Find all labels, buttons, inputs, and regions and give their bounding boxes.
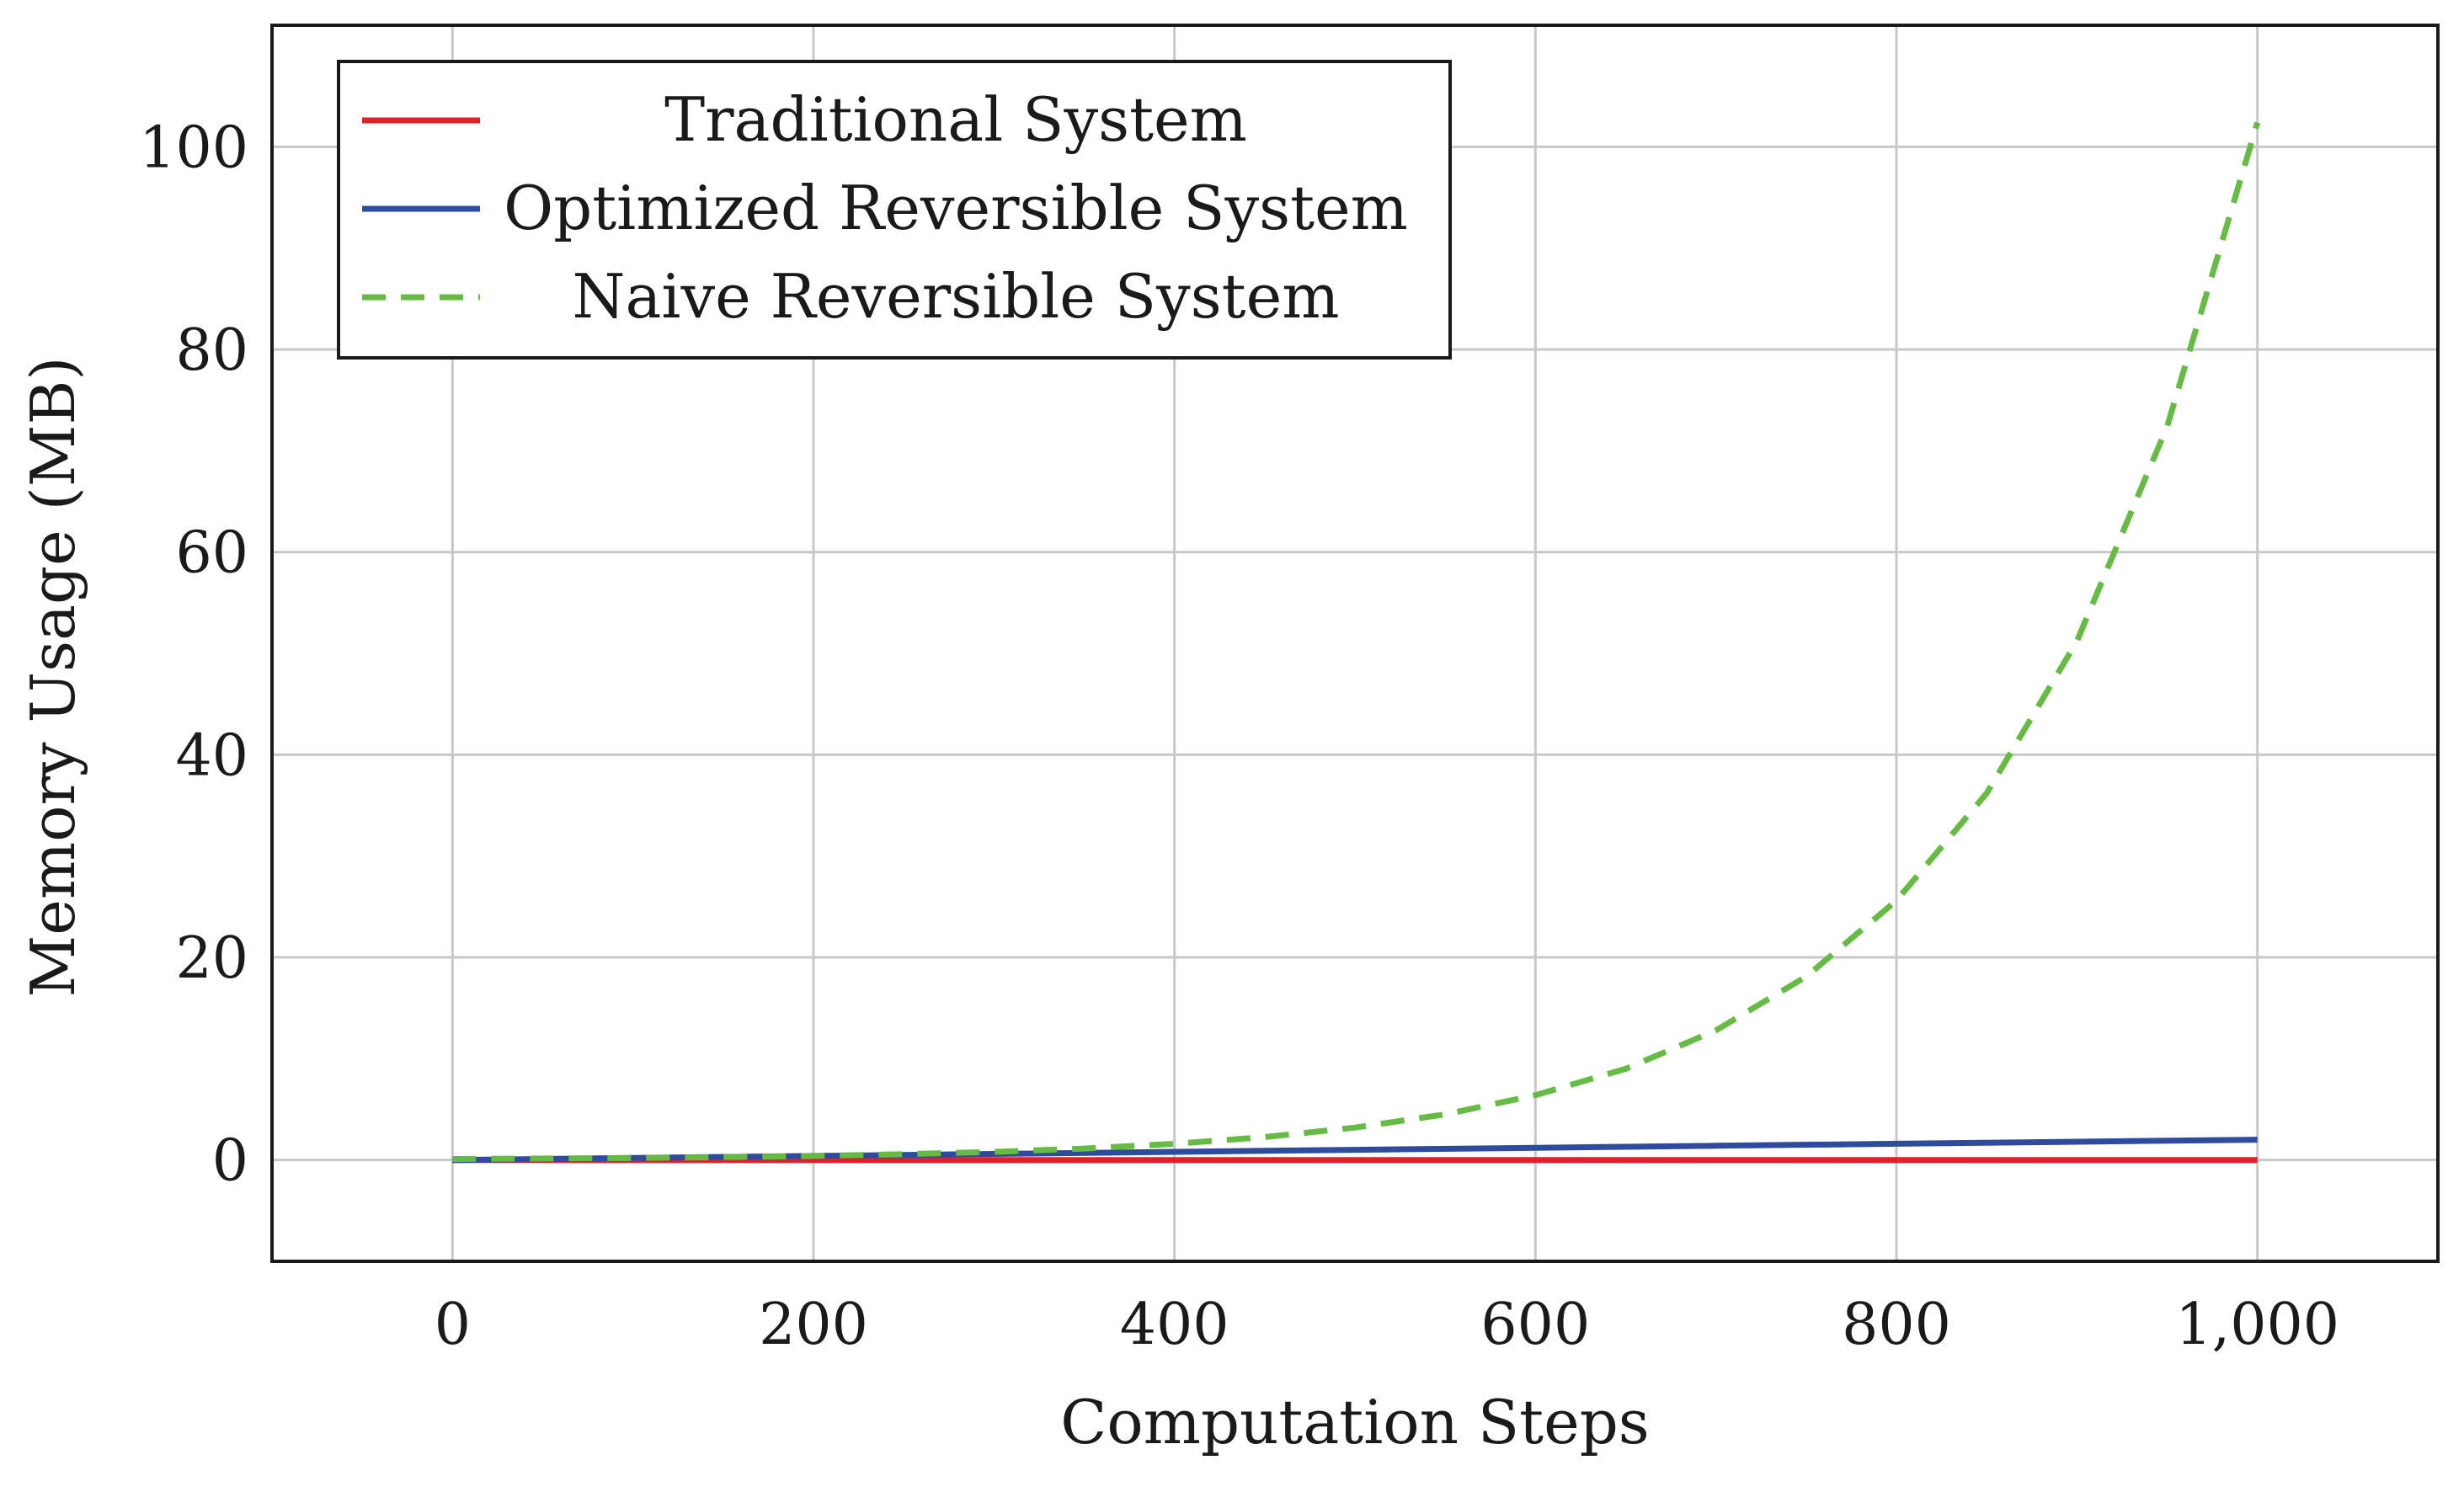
y-axis-label: Memory Usage (MB) (18, 357, 88, 998)
y-tick-label: 100 (139, 115, 248, 181)
x-tick-label: 200 (759, 1292, 868, 1358)
x-tick-label: 0 (435, 1292, 471, 1358)
series-line-optimized-reversible-system (452, 1137, 2258, 1164)
y-tick-label: 20 (175, 925, 248, 992)
plot-frame (270, 24, 2440, 1263)
series-line-naive-reversible-system (452, 121, 2261, 1162)
legend-label: Traditional System (664, 84, 1247, 155)
y-tick-label: 80 (175, 317, 248, 384)
legend-label: Optimized Reversible System (504, 173, 1408, 243)
y-tick-label: 60 (175, 520, 248, 587)
legend-box (337, 60, 1452, 360)
legend: Traditional System Optimized Reversible S… (337, 60, 1452, 360)
y-tick-label: 0 (212, 1128, 248, 1195)
x-axis-ticks: 0 200 400 600 800 1,000 (435, 1292, 2339, 1358)
x-tick-label: 400 (1120, 1292, 1229, 1358)
legend-label: Naive Reversible System (572, 261, 1339, 332)
y-tick-label: 40 (175, 722, 248, 789)
y-axis-ticks: 0 20 40 60 80 100 (139, 115, 248, 1194)
x-tick-label: 800 (1842, 1292, 1951, 1358)
x-tick-label: 600 (1480, 1292, 1590, 1358)
x-axis-label: Computation Steps (1060, 1387, 1650, 1457)
series-lines (452, 121, 2261, 1164)
x-tick-label: 1,000 (2175, 1292, 2339, 1358)
